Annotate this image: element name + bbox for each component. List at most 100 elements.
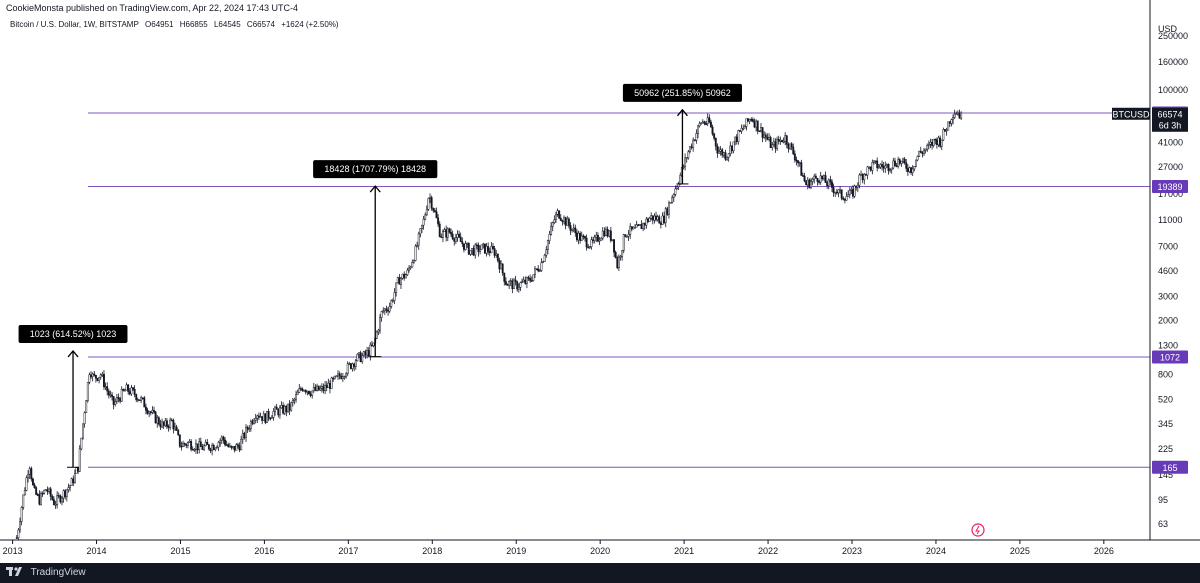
candle-body xyxy=(183,442,186,445)
candle-body xyxy=(806,179,809,186)
candle-body xyxy=(414,245,417,261)
candle-body xyxy=(540,262,543,271)
candle-body xyxy=(353,363,356,367)
candle-body xyxy=(474,244,477,256)
candle-body xyxy=(164,420,167,426)
candle-body xyxy=(831,181,833,188)
candle-body xyxy=(674,188,677,195)
candle-body xyxy=(477,244,480,252)
candle-body xyxy=(558,210,561,219)
candle-body xyxy=(103,373,105,387)
candle-body xyxy=(509,280,512,282)
candle-body xyxy=(111,394,113,397)
level-label: 19389 xyxy=(1157,182,1182,192)
candle-body xyxy=(382,310,385,313)
candle-body xyxy=(230,445,233,448)
candle-body xyxy=(98,376,101,381)
candle-body xyxy=(685,157,688,160)
candle-body xyxy=(776,138,779,149)
candle-body xyxy=(580,235,583,241)
candle-body xyxy=(671,197,674,203)
symbol-name: Bitcoin / U.S. Dollar, 1W, BITSTAMP xyxy=(10,20,139,29)
candle-body xyxy=(419,228,422,235)
candle-body xyxy=(216,446,218,449)
candle-body xyxy=(225,444,228,446)
candle-body xyxy=(430,197,433,209)
price-chart[interactable]: 1023 (614.52%) 1023 18428 (1707.79%) 1842… xyxy=(0,0,1200,563)
candle-body xyxy=(338,373,341,377)
candle-body xyxy=(25,477,28,491)
candle-body xyxy=(645,218,648,226)
candle-body xyxy=(613,239,616,253)
candle-body xyxy=(298,388,301,393)
candle-body xyxy=(65,489,68,497)
candle-body xyxy=(543,254,546,262)
measure-label-bg xyxy=(18,324,128,343)
candle-body xyxy=(843,199,846,201)
candle-body xyxy=(201,446,204,450)
candle-body xyxy=(868,166,871,169)
x-tick-label: 2025 xyxy=(1010,546,1030,556)
candle-body xyxy=(534,268,536,275)
candle-body xyxy=(910,167,913,173)
candle-body xyxy=(853,185,856,197)
candle-body xyxy=(839,189,842,192)
candle-body xyxy=(692,139,695,149)
y-tick-label: 95 xyxy=(1158,495,1168,505)
symbol-tag: BTCUSD xyxy=(1112,109,1150,119)
candle-body xyxy=(790,143,793,148)
candle-body xyxy=(548,234,551,241)
candle-body xyxy=(409,266,412,269)
candle-body xyxy=(684,157,687,167)
candle-body xyxy=(805,180,808,186)
candle-body xyxy=(656,216,659,221)
symbol-tag-bg xyxy=(1112,107,1150,120)
candle-body xyxy=(700,122,703,125)
candle-body xyxy=(596,234,599,242)
candle-body xyxy=(104,386,107,388)
candle-body xyxy=(442,231,444,238)
candle-body xyxy=(15,537,18,539)
level-label-bg xyxy=(1152,179,1188,193)
current-price-value: 66574 xyxy=(1157,109,1182,119)
candle-body xyxy=(847,194,850,197)
candle-body xyxy=(156,417,159,424)
candle-body xyxy=(219,440,222,443)
candle-body xyxy=(884,165,887,169)
candle-body xyxy=(611,239,614,241)
candle-body xyxy=(191,448,194,451)
candle-body xyxy=(193,449,196,451)
candle-body xyxy=(679,175,682,185)
measure-arrow-head xyxy=(369,185,381,193)
candle-body xyxy=(663,215,666,223)
candle-body xyxy=(72,478,75,483)
candle-body xyxy=(756,120,759,132)
candle-body xyxy=(78,448,81,472)
candle-body xyxy=(503,272,506,282)
candle-body xyxy=(253,420,256,424)
measure-label-bg xyxy=(622,83,742,102)
candle-body xyxy=(637,224,640,226)
candle-body xyxy=(107,390,110,396)
candle-body xyxy=(312,386,315,392)
candle-body xyxy=(448,228,451,233)
candle-body xyxy=(877,166,880,169)
candle-body xyxy=(892,160,895,169)
candle-body xyxy=(135,394,138,401)
candle-body xyxy=(408,267,411,271)
candle-body xyxy=(206,442,209,445)
candle-body xyxy=(236,444,239,447)
measure-label: 50962 (251.85%) 50962 xyxy=(634,88,731,98)
candle-body xyxy=(803,175,806,182)
candle-body xyxy=(146,409,149,414)
candle-body xyxy=(525,277,528,284)
candle-body xyxy=(734,136,737,143)
candle-body xyxy=(742,127,745,130)
candles xyxy=(15,109,963,541)
candle-body xyxy=(285,406,288,412)
candle-body xyxy=(461,241,464,244)
candle-body xyxy=(722,152,725,156)
candle-body xyxy=(411,262,414,268)
candle-body xyxy=(873,160,875,163)
candle-body xyxy=(332,377,335,380)
